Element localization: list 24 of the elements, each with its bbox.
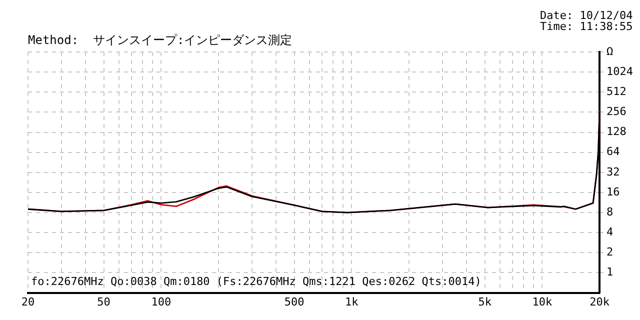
y-tick-label: 256 [606, 105, 626, 118]
x-tick-label: 5k [478, 295, 492, 308]
y-tick-label: 32 [606, 165, 620, 178]
x-tick-label: 20k [590, 295, 610, 308]
x-tick-label: 1k [345, 295, 359, 308]
annotation: fo:22676MHz Qo:0038 Qm:0180 (Fs:22676MHz Qms:1221 Qes:0262 Qts:0014) [31, 274, 482, 288]
y-tick-label: Ω [606, 44, 614, 58]
text: Date: 10/12/04 [540, 9, 634, 22]
y-tick-label: 1024 [606, 64, 634, 78]
x-tick-label: 20 [21, 295, 35, 308]
x-tick-label: 10k [532, 295, 552, 308]
y-tick-label: 1 [606, 266, 614, 279]
x-tick-label: 50 [97, 295, 110, 308]
y-tick-label: 64 [606, 145, 620, 158]
x-tick-label: 100 [151, 295, 172, 308]
text: Time: 11:38:55 [540, 20, 633, 33]
y-tick-label: 128 [606, 125, 626, 138]
y-tick-label: 8 [606, 205, 614, 218]
chart-subtitle: Method: サインスイープ:インピーダンス測定 [28, 33, 292, 47]
y-tick-label: 4 [606, 225, 614, 238]
y-tick-label: 16 [606, 185, 620, 198]
x-tick-label: 500 [284, 295, 304, 308]
y-tick-label: 512 [606, 84, 626, 98]
y-tick-label: 2 [606, 246, 614, 259]
